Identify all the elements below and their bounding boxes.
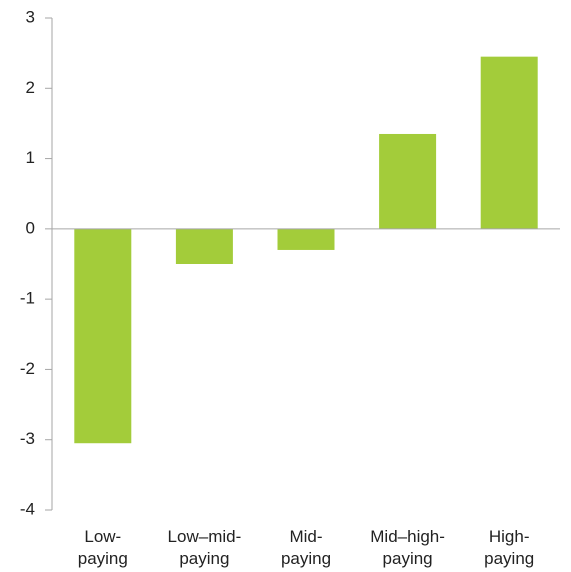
bars — [74, 56, 538, 444]
x-category-label: Mid- — [289, 527, 322, 546]
bar — [480, 56, 538, 229]
y-tick-label: -2 — [20, 359, 35, 378]
x-category-label: paying — [281, 549, 331, 568]
x-axis: Low-paying Low–mid-paying Mid-paying Mid–hi… — [52, 228, 560, 568]
x-category-label: paying — [383, 549, 433, 568]
bar — [379, 133, 437, 229]
x-category-label: Low- — [84, 527, 121, 546]
y-tick-label: -4 — [20, 499, 35, 518]
bar — [74, 228, 132, 444]
y-tick-label: 3 — [26, 7, 35, 26]
x-category-label: paying — [484, 549, 534, 568]
y-tick-label: 0 — [26, 218, 35, 237]
x-category-label: paying — [179, 549, 229, 568]
x-category-label: High- — [489, 527, 530, 546]
bar — [277, 228, 335, 250]
bar — [175, 228, 233, 264]
y-tick-label: -3 — [20, 429, 35, 448]
y-axis: 3 2 1 0 -1 -2 -3 -4 — [20, 7, 53, 518]
x-category-label: paying — [78, 549, 128, 568]
y-tick-label: -1 — [20, 289, 35, 308]
y-tick-label: 1 — [26, 148, 35, 167]
y-tick-label: 2 — [26, 78, 35, 97]
x-category-label: Mid–high- — [370, 527, 445, 546]
x-category-label: Low–mid- — [168, 527, 242, 546]
